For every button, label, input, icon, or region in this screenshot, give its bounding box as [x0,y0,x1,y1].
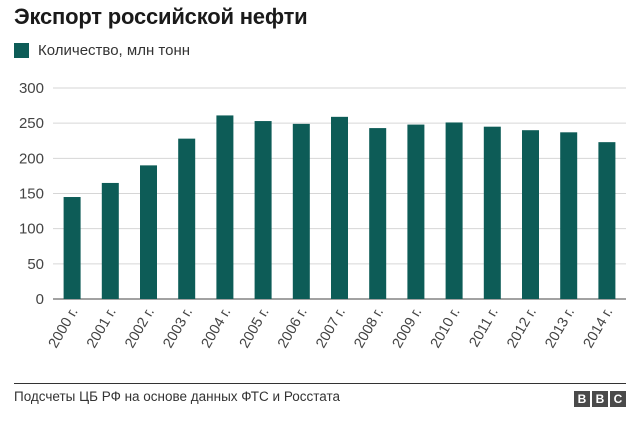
y-tick-label: 200 [19,150,44,167]
y-tick-label: 250 [19,115,44,132]
x-tick-label: 2007 г. [313,305,349,351]
chart-title: Экспорт российской нефти [14,4,308,29]
legend-swatch [14,42,29,58]
bar [483,126,501,299]
y-tick-label: 0 [36,291,44,308]
x-tick-label: 2005 г. [237,305,273,351]
bar [178,138,196,299]
x-tick-label: 2009 г. [390,305,426,351]
bar [63,197,81,299]
y-tick-label: 300 [19,80,44,97]
x-tick-label: 2008 г. [351,305,387,351]
bbc-logo-letter: C [610,391,626,407]
bbc-logo: B B C [574,391,626,407]
bbc-logo-letter: B [592,391,608,407]
x-tick-label: 2002 г. [122,305,158,351]
x-tick-label: 2013 г. [542,305,578,351]
x-tick-label: 2001 г. [84,305,120,351]
bar [292,123,310,300]
x-tick-label: 2011 г. [467,305,502,350]
bar [216,115,234,300]
legend-label: Количество, млн тонн [38,41,191,59]
x-tick-label: 2014 г. [581,305,617,351]
bar [140,165,157,299]
x-tick-label: 2004 г. [199,305,235,351]
bar [560,132,578,299]
x-tick-label: 2012 г. [504,305,540,351]
y-tick-label: 100 [19,221,44,238]
bar [369,128,387,299]
x-tick-label: 2006 г. [275,305,311,351]
y-tick-label: 50 [27,256,44,273]
x-tick-label: 2000 г. [46,305,82,351]
bbc-logo-letter: B [574,391,590,407]
bar [522,130,539,299]
source-note: Подсчеты ЦБ РФ на основе данных ФТС и Ро… [14,389,341,404]
footer-divider [14,383,626,384]
x-tick-label: 2003 г. [160,305,196,351]
bar [101,182,119,299]
bar [445,122,463,299]
bar [254,121,272,299]
bar [598,142,616,299]
legend: Количество, млн тонн [14,40,190,60]
x-tick-label: 2010 г. [428,305,464,351]
y-tick-label: 150 [19,186,44,203]
bar [331,116,348,299]
bar [407,124,425,299]
